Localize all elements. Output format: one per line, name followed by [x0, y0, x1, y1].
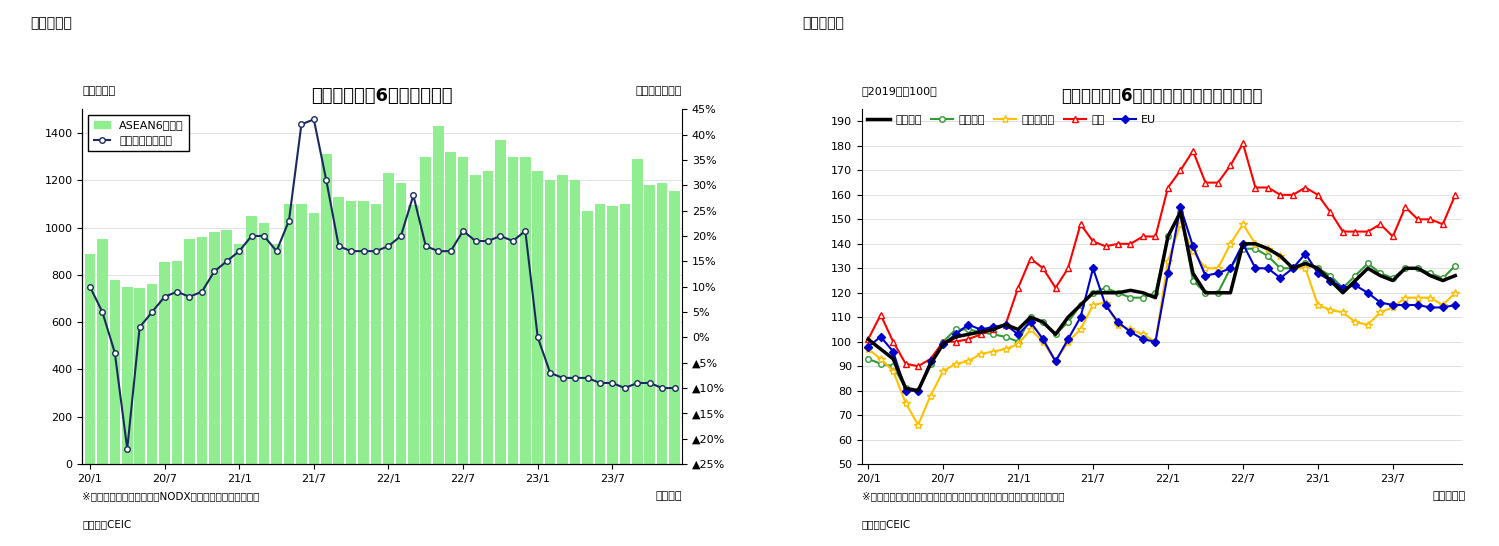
Text: ※シンガポールの輸出額はNODX（石油と再輸出除く）。: ※シンガポールの輸出額はNODX（石油と再輸出除く）。 [82, 491, 259, 501]
Title: アセアン主要6ヵ国　仕向け地別の輸出動向: アセアン主要6ヵ国 仕向け地別の輸出動向 [1061, 87, 1262, 105]
Bar [172, 260, 183, 464]
Bar [222, 230, 232, 464]
Text: （億ドル）: （億ドル） [82, 86, 115, 96]
Bar [508, 157, 519, 464]
Bar [283, 204, 294, 464]
Text: （資料）CEIC: （資料）CEIC [82, 519, 132, 529]
Bar [520, 157, 531, 464]
Bar [184, 239, 195, 464]
Bar [309, 213, 319, 464]
Legend: 輸出全体, 東アジア, 東南アジア, 北米, EU: 輸出全体, 東アジア, 東南アジア, 北米, EU [868, 115, 1156, 124]
Legend: ASEAN6ヵ国計, 増加率（右目盛）: ASEAN6ヵ国計, 増加率（右目盛） [88, 115, 189, 151]
Bar [333, 197, 343, 464]
Bar [570, 180, 580, 464]
Bar [408, 205, 418, 464]
Text: （年月）: （年月） [655, 491, 682, 501]
Bar [246, 216, 256, 464]
Bar [633, 159, 643, 464]
Bar [358, 201, 369, 464]
Text: （資料）CEIC: （資料）CEIC [862, 519, 911, 529]
Text: （図表１）: （図表１） [30, 16, 72, 31]
Bar [483, 171, 493, 464]
Bar [445, 152, 456, 464]
Bar [582, 211, 592, 464]
Text: （前年同月比）: （前年同月比） [636, 86, 682, 96]
Bar [595, 204, 606, 464]
Bar [546, 180, 556, 464]
Bar [607, 206, 618, 464]
Bar [97, 239, 108, 464]
Bar [234, 244, 244, 464]
Bar [321, 154, 331, 464]
Bar [645, 185, 655, 464]
Bar [457, 157, 468, 464]
Bar [471, 175, 481, 464]
Bar [532, 171, 543, 464]
Bar [196, 237, 207, 464]
Title: アセアン主要6カ国の輸出額: アセアン主要6カ国の輸出額 [312, 87, 453, 105]
Bar [259, 223, 270, 464]
Bar [421, 157, 432, 464]
Bar [396, 182, 406, 464]
Bar [271, 244, 282, 464]
Bar [135, 288, 145, 464]
Bar [558, 175, 568, 464]
Bar [109, 280, 120, 464]
Bar [619, 204, 630, 464]
Bar [346, 201, 357, 464]
Bar [297, 204, 307, 464]
Bar [433, 126, 444, 464]
Bar [159, 262, 169, 464]
Text: （図表２）: （図表２） [802, 16, 844, 31]
Text: （年／月）: （年／月） [1433, 491, 1466, 501]
Bar [495, 140, 505, 464]
Bar [84, 253, 96, 464]
Text: ※シンガポールは地場輸出、インドネシアは非石油ガス輸出より算出。: ※シンガポールは地場輸出、インドネシアは非石油ガス輸出より算出。 [862, 491, 1064, 501]
Bar [384, 173, 394, 464]
Bar [657, 182, 667, 464]
Bar [669, 191, 681, 464]
Bar [121, 287, 132, 464]
Bar [370, 204, 381, 464]
Bar [208, 232, 219, 464]
Bar [147, 284, 157, 464]
Text: （2019年＝100）: （2019年＝100） [862, 86, 938, 96]
